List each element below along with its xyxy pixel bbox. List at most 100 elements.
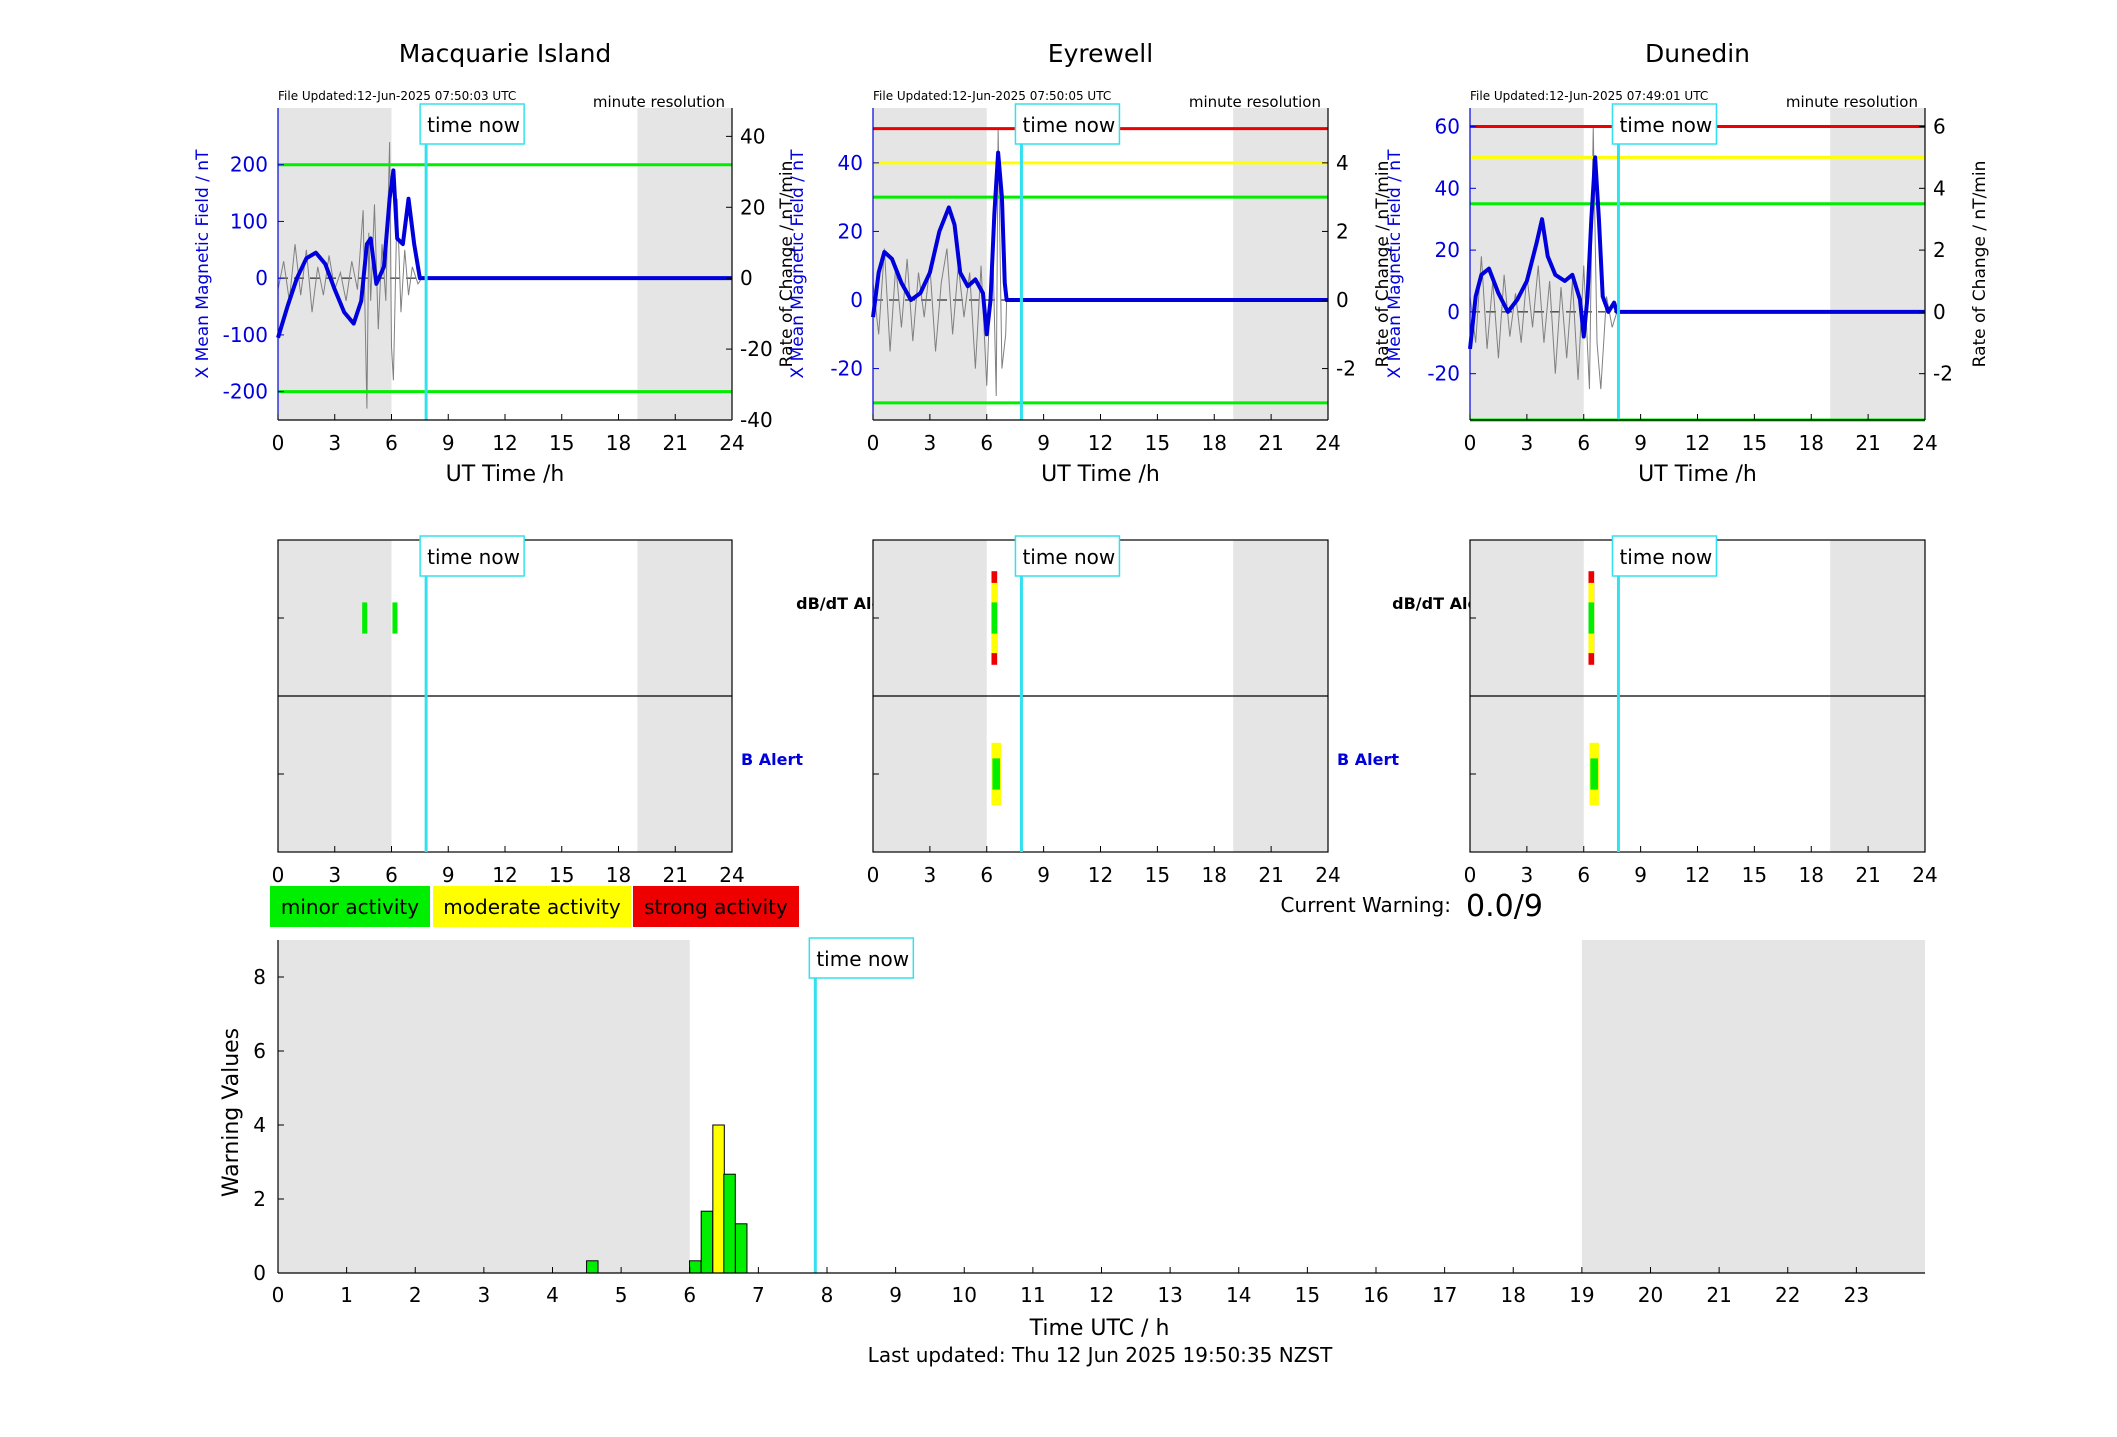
alert-x-tick-label: 6 — [980, 863, 993, 887]
alert-x-tick-label: 6 — [1577, 863, 1590, 887]
x-tick-label: 12 — [1088, 431, 1113, 455]
x-tick-label: 18 — [1799, 431, 1824, 455]
x-tick-label: 6 — [385, 431, 398, 455]
x-tick-label: 3 — [1521, 431, 1534, 455]
alert-x-tick-label: 24 — [1315, 863, 1340, 887]
legend-label: minor activity — [281, 895, 419, 919]
file-updated: File Updated:12-Jun-2025 07:49:01 UTC — [1470, 89, 1708, 103]
time-now-box — [419, 103, 525, 145]
warning-x-tick-label: 12 — [1089, 1283, 1114, 1307]
warning-y-tick-label: 4 — [253, 1113, 266, 1137]
x-tick-label: 3 — [924, 431, 937, 455]
alert-x-tick-label: 21 — [1855, 863, 1880, 887]
warning-x-tick-label: 13 — [1157, 1283, 1182, 1307]
station-title: Macquarie Island — [399, 39, 612, 68]
left-tick-label: 0 — [1447, 300, 1460, 324]
warning-x-tick-label: 18 — [1501, 1283, 1526, 1307]
alert-x-tick-label: 18 — [606, 863, 631, 887]
warning-x-tick-label: 11 — [1020, 1283, 1045, 1307]
x-tick-label: 0 — [867, 431, 880, 455]
x-tick-label: 0 — [272, 431, 285, 455]
x-tick-label: 0 — [1464, 431, 1477, 455]
alert-x-tick-label: 18 — [1799, 863, 1824, 887]
legend-swatch — [270, 886, 430, 927]
warning-x-tick-label: 3 — [478, 1283, 491, 1307]
left-tick-label: 200 — [230, 153, 268, 177]
alert-x-tick-label: 3 — [328, 863, 341, 887]
legend-swatch — [433, 886, 631, 927]
time-now-label: time now — [1022, 113, 1115, 137]
alert-mark-dbdt — [1588, 602, 1595, 634]
alert-x-tick-label: 24 — [1912, 863, 1937, 887]
x-tick-label: 21 — [663, 431, 688, 455]
alert-time-now-label: time now — [1022, 545, 1115, 569]
x-tick-label: 24 — [719, 431, 744, 455]
resolution-label: minute resolution — [593, 93, 725, 111]
alert-x-tick-label: 0 — [1464, 863, 1477, 887]
left-tick-label: 0 — [255, 266, 268, 290]
warning-bar — [700, 1210, 714, 1274]
x-tick-label: 9 — [1037, 431, 1050, 455]
night-shade — [1470, 108, 1584, 420]
right-axis-label: Rate of Change / nT/min — [777, 161, 797, 368]
warning-y-tick-label: 2 — [253, 1187, 266, 1211]
current-warning: Current Warning: 0.0/9 — [1281, 889, 1543, 924]
activity-legend: minor activity moderate activity strong ac… — [270, 886, 799, 927]
warning-night-shade — [278, 940, 690, 1273]
x-tick-label: 3 — [328, 431, 341, 455]
alert-x-tick-label: 21 — [1258, 863, 1283, 887]
right-tick-label: 6 — [1933, 115, 1946, 139]
left-tick-label: 40 — [1435, 176, 1460, 200]
alert-x-tick-label: 15 — [1145, 863, 1170, 887]
alert-x-tick-label: 18 — [1202, 863, 1227, 887]
left-tick-label: 40 — [838, 151, 863, 175]
station-title: Dunedin — [1645, 39, 1750, 68]
x-axis-label: UT Time /h — [1638, 462, 1757, 487]
x-tick-label: 24 — [1315, 431, 1340, 455]
right-tick-label: 20 — [740, 195, 765, 219]
alert-x-tick-label: 3 — [924, 863, 937, 887]
alert-x-tick-label: 15 — [1742, 863, 1767, 887]
x-tick-label: 21 — [1855, 431, 1880, 455]
dbdt-alert-label: dB/dT Alert — [1392, 594, 1494, 613]
alert-x-tick-label: 9 — [442, 863, 455, 887]
right-tick-label: -2 — [1336, 357, 1356, 381]
warning-bar — [586, 1260, 599, 1274]
left-axis-label: X Mean Magnetic Field / nT — [193, 149, 213, 379]
warning-bar — [723, 1173, 736, 1274]
warning-bar — [734, 1223, 748, 1274]
right-tick-label: 0 — [740, 266, 753, 290]
time-now-box — [1014, 103, 1121, 145]
warning-x-tick-label: 6 — [683, 1283, 696, 1307]
right-tick-label: -2 — [1933, 362, 1953, 386]
warning-x-tick-label: 20 — [1638, 1283, 1663, 1307]
warning-y-tick-label: 0 — [253, 1261, 266, 1285]
warning-x-tick-label: 19 — [1569, 1283, 1594, 1307]
alert-time-now-label: time now — [1619, 545, 1712, 569]
alert-time-now-box — [1014, 535, 1121, 577]
b-alert-label: B Alert — [741, 750, 803, 769]
alert-time-now-box — [1611, 535, 1718, 577]
left-axis-label: X Mean Magnetic Field / nT — [1385, 149, 1405, 379]
x-tick-label: 6 — [1577, 431, 1590, 455]
warning-time-now-label: time now — [816, 947, 909, 971]
warning-time-now-box — [808, 937, 915, 979]
right-tick-label: 2 — [1336, 219, 1349, 243]
warning-x-tick-label: 8 — [821, 1283, 834, 1307]
right-tick-label: -40 — [740, 408, 773, 432]
magnetic-field-trace — [276, 168, 732, 339]
time-now-box — [1611, 103, 1718, 145]
x-tick-label: 6 — [980, 431, 993, 455]
left-tick-label: -20 — [1427, 362, 1460, 386]
warning-x-tick-label: 17 — [1432, 1283, 1457, 1307]
rate-of-change-trace — [872, 128, 1008, 397]
warning-bar — [689, 1260, 702, 1274]
alert-mark-dbdt — [392, 602, 398, 634]
file-updated: File Updated:12-Jun-2025 07:50:05 UTC — [873, 89, 1111, 103]
alert-x-tick-label: 0 — [272, 863, 285, 887]
alert-x-tick-label: 21 — [663, 863, 688, 887]
alert-x-tick-label: 12 — [1088, 863, 1113, 887]
warning-x-tick-label: 23 — [1844, 1283, 1869, 1307]
